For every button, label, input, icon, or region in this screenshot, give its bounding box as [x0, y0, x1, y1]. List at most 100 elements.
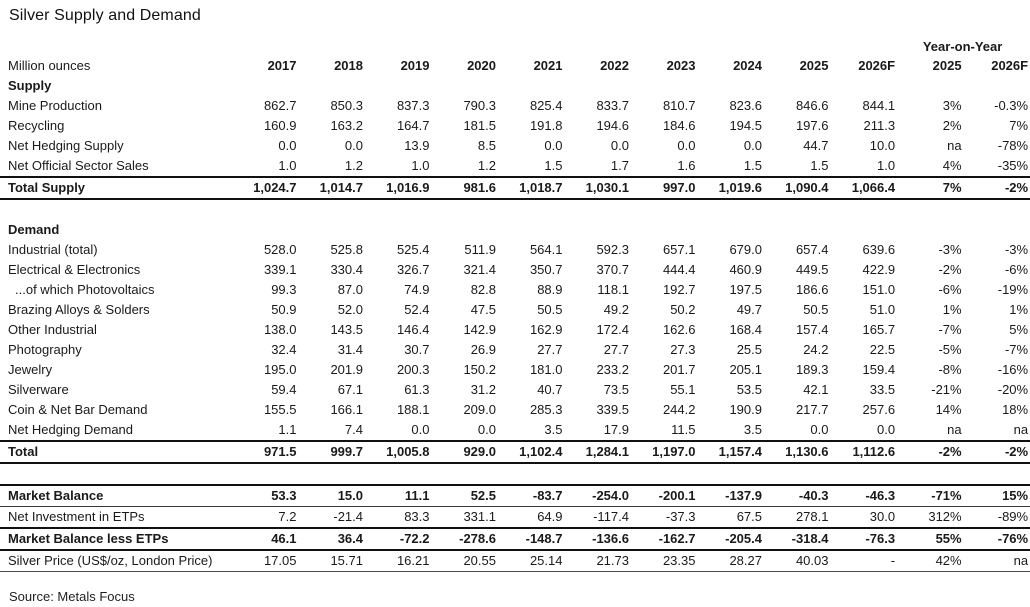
value-cell: -205.4 [697, 528, 764, 551]
value-cell: 83.3 [365, 506, 432, 529]
value-cell [565, 220, 632, 240]
value-cell: 833.7 [596, 98, 629, 113]
value-cell: 1,005.8 [365, 440, 432, 464]
value-cell: 194.5 [729, 118, 762, 133]
value-cell: 370.7 [596, 262, 629, 277]
value-cell: 790.3 [463, 98, 496, 113]
value-cell: 0.0 [877, 422, 896, 437]
value-cell: 0.0 [743, 138, 762, 153]
value-cell: 162.9 [529, 322, 563, 337]
value-cell: 13.9 [404, 138, 430, 153]
value-cell: 422.9 [862, 262, 896, 277]
value-cell: 50.9 [271, 302, 297, 317]
table-row: Silverware 59.4 67.1 61.3 31.2 40.7 73.5 55.1 53… [0, 380, 1030, 400]
row-label: Silverware [8, 382, 69, 397]
value-cell: 209.0 [463, 402, 496, 417]
value-cell: 1,102.4 [498, 440, 565, 464]
value-cell: 511.9 [464, 242, 496, 257]
row-label: Market Balance [0, 484, 232, 507]
value-cell: 42% [897, 550, 964, 572]
value-cell: 18% [1002, 402, 1029, 417]
value-cell: 31.2 [470, 382, 496, 397]
value-cell: na [947, 138, 962, 153]
value-cell: 5% [1009, 322, 1029, 337]
value-cell: 143.5 [330, 322, 363, 337]
value-cell: 151.0 [862, 282, 896, 297]
row-label: Net Hedging Supply [8, 138, 124, 153]
value-cell: -136.6 [564, 528, 631, 551]
table-row: Recycling 160.9 163.2 164.7 181.5 191.8 194.6 1… [0, 116, 1030, 136]
table-row: Supply [0, 76, 1030, 96]
value-cell: -21% [931, 382, 962, 397]
table-row: Coin & Net Bar Demand 155.5 166.1 188.1 209.… [0, 400, 1030, 420]
value-cell: 0.0 [344, 138, 363, 153]
table-row: Electrical & Electronics 339.1 330.4 326.7 3… [0, 260, 1030, 280]
value-cell [897, 76, 964, 96]
value-cell: 0.0 [278, 138, 297, 153]
value-cell: 197.5 [729, 282, 762, 297]
value-cell: 14% [935, 402, 962, 417]
value-cell: 0.0 [810, 422, 829, 437]
column-header: 2019 [400, 58, 430, 73]
value-cell: 4% [942, 158, 962, 173]
value-cell: -89% [963, 506, 1030, 529]
value-cell: 188.1 [396, 402, 430, 417]
value-cell: 330.4 [330, 262, 363, 277]
value-cell: 46.1 [232, 528, 299, 551]
value-cell: 67.1 [337, 382, 363, 397]
value-cell: -278.6 [431, 528, 498, 551]
value-cell [365, 220, 432, 240]
table-row: Demand [0, 220, 1030, 240]
value-cell: -5% [938, 342, 962, 357]
value-cell: 7% [1009, 118, 1029, 133]
value-cell: 444.4 [662, 262, 696, 277]
value-cell: 1.0 [278, 158, 297, 173]
value-cell: -20% [997, 382, 1029, 397]
value-cell: 211.3 [863, 118, 896, 133]
table-row: Brazing Alloys & Solders 50.9 52.0 52.4 47.5… [0, 300, 1030, 320]
table-row: ...of which Photovoltaics 99.3 87.0 74.9 82.… [0, 280, 1030, 300]
value-cell: 42.1 [803, 382, 829, 397]
value-cell: 23.35 [631, 550, 698, 572]
value-cell: 47.5 [470, 302, 496, 317]
value-cell: 1,157.4 [697, 440, 764, 464]
value-cell [631, 220, 698, 240]
value-cell: -71% [897, 484, 964, 507]
value-cell: 278.1 [764, 506, 831, 529]
value-cell: -137.9 [697, 484, 764, 507]
value-cell: -76.3 [830, 528, 898, 551]
value-cell: 25.5 [736, 342, 762, 357]
value-cell: 1,024.7 [232, 176, 299, 200]
value-cell [432, 76, 499, 96]
value-cell: 339.1 [263, 262, 297, 277]
value-cell: 1.5 [743, 158, 762, 173]
value-cell: 1,019.6 [697, 176, 764, 200]
value-cell: 164.7 [396, 118, 430, 133]
value-cell: 657.4 [795, 242, 829, 257]
value-cell: -2% [897, 440, 964, 464]
value-cell: 217.7 [795, 402, 829, 417]
value-cell: 679.0 [729, 242, 762, 257]
value-cell [232, 76, 299, 96]
value-cell: 1,090.4 [764, 176, 831, 200]
value-cell: 971.5 [232, 440, 299, 464]
value-cell: 30.0 [830, 506, 898, 529]
supply-demand-table: Year-on-Year Million ounces 2017 2018 2019… [0, 38, 1030, 572]
value-cell: -3% [938, 242, 962, 257]
value-cell: 87.0 [337, 282, 363, 297]
value-cell [764, 220, 831, 240]
unit-label: Million ounces [8, 58, 91, 73]
value-cell: 159.4 [862, 362, 896, 377]
table-row: Market Balance less ETPs 46.1 36.4 -72.2 -27… [0, 528, 1030, 551]
value-cell: 0.0 [677, 138, 696, 153]
value-cell: 1,016.9 [365, 176, 432, 200]
value-cell: 53.3 [232, 484, 299, 507]
value-cell: 850.3 [330, 98, 363, 113]
spacer-row [0, 463, 1030, 485]
value-cell: 3% [942, 98, 962, 113]
row-label: Industrial (total) [8, 242, 98, 257]
table-row: Total Supply 1,024.7 1,014.7 1,016.9 981.6 1,… [0, 176, 1030, 200]
value-cell: 165.7 [862, 322, 896, 337]
value-cell: 51.0 [869, 302, 896, 317]
value-cell: -83.7 [498, 484, 565, 507]
